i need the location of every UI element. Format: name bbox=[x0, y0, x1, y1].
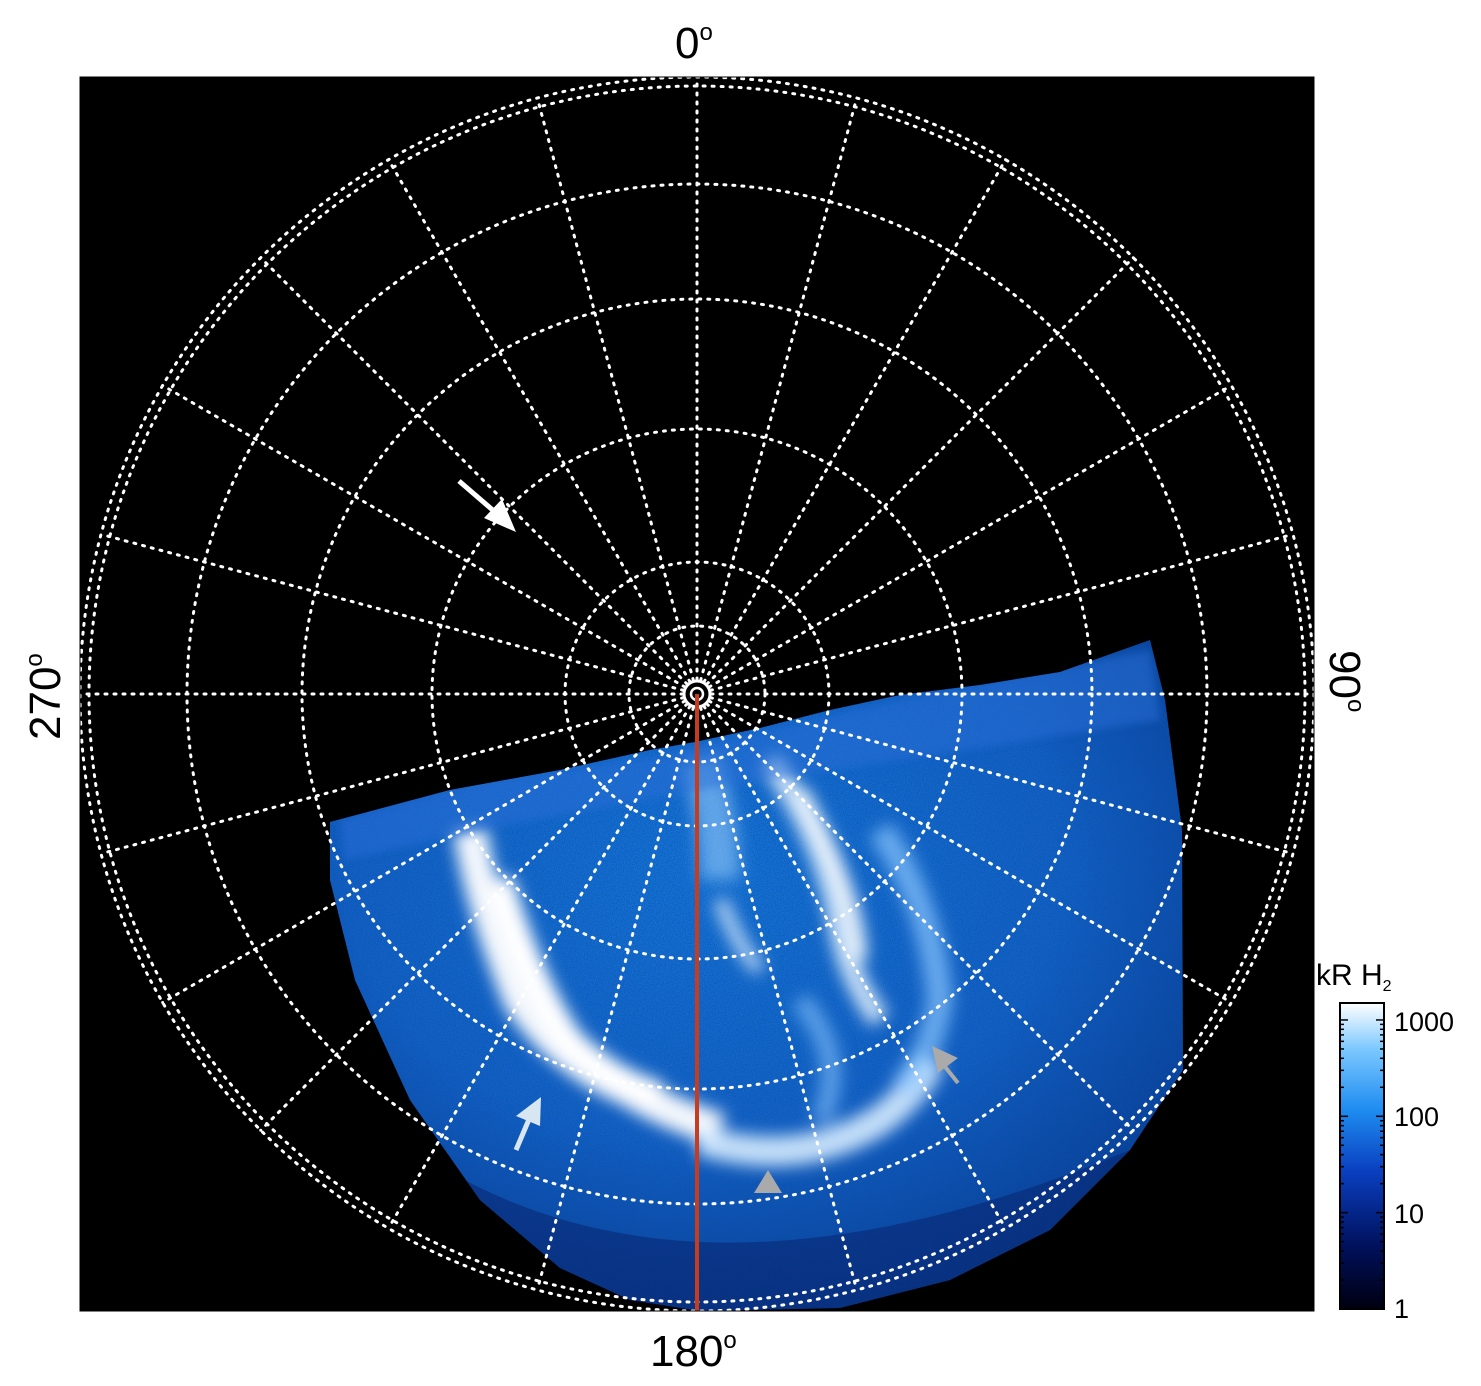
longitude-line bbox=[161, 384, 687, 689]
longitude-line bbox=[387, 158, 692, 684]
longitude-line bbox=[535, 706, 695, 1292]
colorbar-tick-1: 1 bbox=[1394, 1294, 1409, 1324]
longitude-line bbox=[535, 96, 695, 682]
longitude-line bbox=[699, 96, 859, 682]
colorbar-gradient bbox=[1339, 1002, 1385, 1310]
longitude-line bbox=[259, 256, 689, 686]
longitude-line bbox=[707, 384, 1233, 689]
label-bottom: 180o bbox=[650, 1327, 737, 1376]
label-top: 0o bbox=[675, 19, 713, 68]
label-left: 270o bbox=[21, 653, 70, 740]
gray-arrow-right bbox=[932, 1046, 960, 1085]
longitude-line bbox=[387, 704, 692, 1230]
colorbar-title: kR H2 bbox=[1316, 959, 1392, 995]
longitude-line bbox=[702, 704, 1007, 1230]
longitude-line bbox=[705, 702, 1135, 1132]
plot-frame bbox=[79, 76, 1315, 1312]
longitude-line bbox=[699, 706, 859, 1292]
longitude-line bbox=[99, 532, 685, 692]
longitude-line bbox=[161, 699, 687, 1004]
longitude-line bbox=[99, 696, 685, 856]
longitude-line bbox=[709, 532, 1295, 692]
colorbar-minor-ticks bbox=[1340, 1019, 1384, 1310]
light-arrow-left bbox=[513, 1097, 541, 1151]
gray-arrow-bottom bbox=[754, 1170, 782, 1193]
longitude-line bbox=[707, 699, 1233, 1004]
colorbar: kR H2 1000 100 10 1 bbox=[1316, 959, 1454, 1324]
longitude-line bbox=[709, 696, 1295, 856]
longitude-line bbox=[705, 256, 1135, 686]
longitude-line bbox=[259, 702, 689, 1132]
white-arrow bbox=[457, 479, 516, 532]
colorbar-tick-10: 10 bbox=[1394, 1199, 1424, 1229]
label-right: 90o bbox=[1320, 650, 1369, 712]
longitude-line bbox=[702, 158, 1007, 684]
colorbar-tick-100: 100 bbox=[1394, 1102, 1439, 1132]
colorbar-tick-1000: 1000 bbox=[1394, 1007, 1454, 1037]
